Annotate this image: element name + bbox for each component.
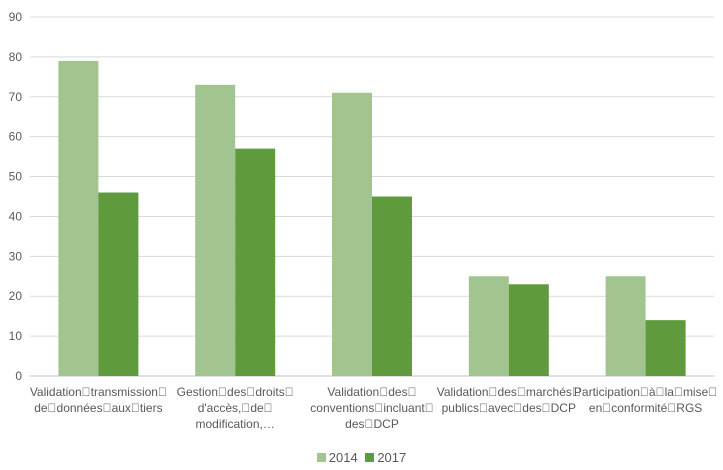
x-tick-label: Participationàlamise <box>574 385 717 399</box>
legend-item-2017: 2017 <box>365 450 406 465</box>
y-tick-label: 40 <box>9 209 23 223</box>
bar-2017-5 <box>645 320 686 376</box>
x-tick-label: Validationdes <box>327 385 416 399</box>
x-tick-label: conventionsincluant <box>310 401 433 415</box>
x-tick-label: Validationtransmission <box>30 385 167 399</box>
y-tick-label: 70 <box>9 90 23 104</box>
bar-chart: 0 10 20 30 40 50 60 70 80 90 Validationtransmissi… <box>9 10 718 431</box>
legend-swatch-2014 <box>316 453 326 462</box>
bar-2014-1 <box>58 60 99 376</box>
legend-item-2014: 2014 <box>316 450 358 465</box>
bar-2014-2 <box>195 84 236 377</box>
y-tick-label: 0 <box>15 369 22 383</box>
y-tick-label: 90 <box>9 10 23 24</box>
bar-2017-4 <box>508 284 549 376</box>
x-tick-label: publicsavecdesDCP <box>442 401 576 415</box>
legend-swatch-2017 <box>365 453 375 462</box>
bar-2017-2 <box>235 148 276 376</box>
x-tick-label: enconformitéRGS <box>589 401 702 415</box>
legend-label-2017: 2017 <box>377 450 407 465</box>
x-tick-label: modification,… <box>196 417 275 431</box>
bar-2017-3 <box>372 196 412 376</box>
x-tick-label: d'accès,de <box>198 401 273 415</box>
y-tick-label: 20 <box>9 289 23 303</box>
y-tick-label: 10 <box>9 329 23 343</box>
legend: 2014 2017 <box>0 450 723 465</box>
x-tick-label: dedonnéesauxtiers <box>34 401 162 415</box>
x-tick-label: Gestiondesdroits <box>177 385 294 399</box>
bar-2014-5 <box>605 276 646 376</box>
x-tick-label: Validationdesmarchés <box>437 385 581 399</box>
bar-2014-4 <box>468 276 509 376</box>
x-tick-label: desDCP <box>345 417 399 431</box>
y-tick-label: 50 <box>9 170 23 184</box>
bar-2017-1 <box>98 192 139 376</box>
legend-label-2014: 2014 <box>328 450 358 465</box>
y-tick-label: 80 <box>9 50 23 64</box>
bar-2014-3 <box>332 92 372 377</box>
y-tick-label: 60 <box>9 130 23 144</box>
y-tick-label: 30 <box>9 249 23 263</box>
